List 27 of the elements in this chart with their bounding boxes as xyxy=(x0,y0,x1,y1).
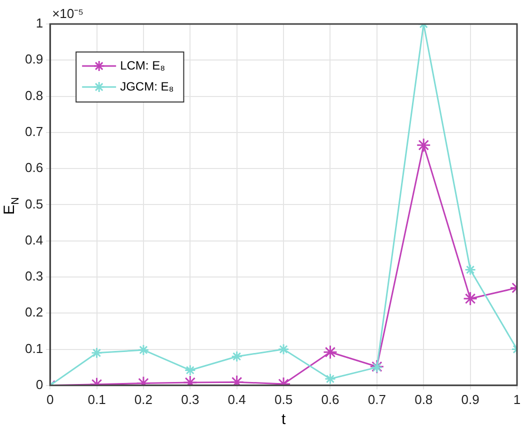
y-tick-label: 0.5 xyxy=(24,196,44,212)
y-axis-title: EN xyxy=(1,197,22,215)
text: ×10⁻⁵ xyxy=(52,6,84,21)
y-tick-label: 0.7 xyxy=(24,124,44,139)
y-tick-label: 0.9 xyxy=(24,52,44,67)
x-tick-label: 0 xyxy=(46,392,54,407)
y-tick-label: 1 xyxy=(36,16,44,31)
y-tick-label: 0.6 xyxy=(24,160,44,176)
x-axis-title: t xyxy=(281,411,286,428)
y-tick-label: 0.4 xyxy=(24,232,44,248)
y-tick-label: 0 xyxy=(36,376,44,392)
y-tick-label: 0.1 xyxy=(24,340,44,356)
legend-label: JGCM: E₈ xyxy=(120,79,174,94)
x-tick-label: 0.4 xyxy=(228,392,246,407)
y-tick-label: 0.8 xyxy=(24,88,44,103)
x-tick-label: 0.1 xyxy=(88,392,106,407)
x-tick-label: 0.9 xyxy=(461,392,480,407)
x-tick-label: 0.8 xyxy=(414,392,433,407)
x-tick-label: 0.7 xyxy=(368,392,386,407)
x-tick-label: 1 xyxy=(513,392,521,407)
x-tick-label: 0.6 xyxy=(321,392,340,407)
x-tick-label: 0.2 xyxy=(134,392,152,407)
legend-label: LCM: E₈ xyxy=(120,58,166,72)
y-tick-label: 0.3 xyxy=(24,268,44,284)
x-tick-label: 0.3 xyxy=(181,392,200,407)
y-tick-label: 0.2 xyxy=(24,304,44,320)
x-tick-label: 0.5 xyxy=(274,392,293,407)
